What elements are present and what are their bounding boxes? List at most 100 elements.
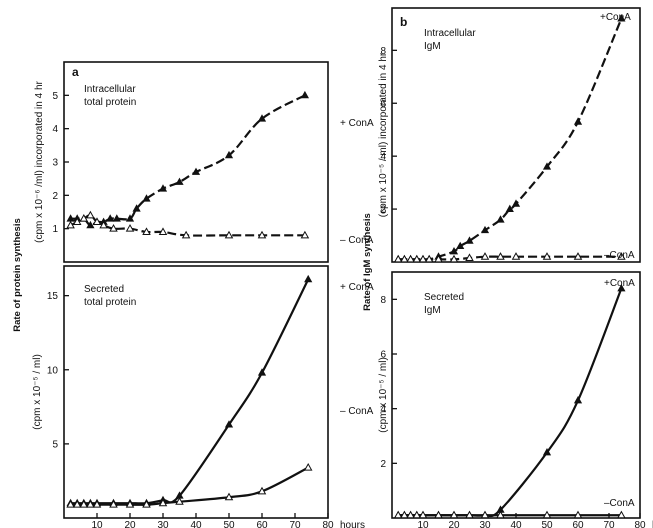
x-tick-label: 60	[572, 520, 584, 528]
y-tick-label: 4	[380, 404, 386, 415]
x-tick-label: 70	[603, 520, 615, 528]
data-point-open-triangle	[393, 254, 403, 263]
data-point-open-triangle	[424, 254, 434, 263]
x-tick-label: 60	[256, 520, 268, 528]
y-axis-label: (cpm x 10⁻⁵ / ml) incorporated in 4 hr	[378, 52, 389, 217]
data-point-open-triangle	[99, 220, 108, 229]
x-tick-label: 40	[510, 520, 522, 528]
x-tick-label: 30	[479, 520, 491, 528]
data-point-filled-triangle	[224, 150, 234, 159]
shared-ylabel-left: Rate of protein synthesis	[12, 218, 23, 332]
data-point-filled-triangle	[86, 220, 95, 229]
data-point-open-triangle	[66, 220, 75, 229]
data-point-filled-triangle	[158, 184, 168, 192]
data-point-open-triangle	[496, 252, 505, 260]
data-point-open-triangle	[496, 510, 505, 519]
data-point-open-triangle	[393, 510, 403, 519]
data-point-open-triangle	[412, 254, 422, 263]
data-point-open-triangle	[86, 500, 95, 508]
y-tick-label: 10	[47, 365, 59, 376]
y-tick-label: 4	[380, 152, 386, 163]
data-point-filled-triangle	[573, 117, 583, 125]
data-point-open-triangle	[158, 498, 168, 507]
data-point-open-triangle	[617, 252, 626, 260]
data-point-open-triangle	[125, 224, 135, 232]
data-point-open-triangle	[92, 500, 102, 508]
data-point-open-triangle	[79, 500, 89, 508]
data-point-filled-triangle	[542, 162, 552, 170]
data-point-open-triangle	[400, 254, 409, 263]
y-tick-label: 4	[52, 124, 58, 135]
data-point-open-triangle	[224, 230, 234, 239]
data-point-open-triangle	[418, 254, 428, 263]
data-point-open-triangle	[86, 210, 95, 219]
y-tick-label: 8	[380, 46, 386, 57]
x-tick-label: 80	[634, 520, 646, 528]
panel-title-line: IgM	[424, 305, 441, 316]
x-tick-label: 10	[417, 520, 429, 528]
data-point-open-triangle	[480, 252, 490, 260]
series-label-minus-cona: – ConA	[340, 235, 374, 246]
x-tick-label: 10	[91, 520, 103, 528]
data-point-filled-triangle	[175, 177, 184, 185]
series-label-plus-cona: + ConA	[340, 282, 374, 293]
data-point-open-triangle	[406, 510, 415, 519]
y-tick-label: 5	[52, 91, 58, 102]
data-point-filled-triangle	[106, 214, 115, 222]
data-point-filled-triangle	[304, 274, 313, 283]
data-point-filled-triangle	[142, 194, 151, 202]
data-point-open-triangle	[465, 510, 474, 519]
y-tick-label: 2	[380, 205, 386, 216]
y-tick-label: 6	[380, 99, 386, 110]
x-tick-label: 80	[322, 520, 334, 528]
data-point-open-triangle	[72, 217, 82, 226]
data-point-open-triangle	[72, 500, 82, 508]
series-label-plus-cona: +ConA	[604, 278, 635, 289]
data-point-filled-triangle	[573, 396, 583, 404]
data-point-open-triangle	[465, 253, 474, 262]
panel-title-line: Intracellular	[424, 28, 476, 39]
data-point-open-triangle	[542, 510, 552, 519]
data-point-open-triangle	[92, 217, 102, 226]
series-line-plus-cona	[398, 18, 623, 261]
x-tick-label: 20	[124, 520, 136, 528]
y-tick-label: 2	[52, 191, 58, 202]
data-point-filled-triangle	[300, 90, 310, 99]
x-tick-label: 50	[541, 520, 553, 528]
y-tick-label: 15	[47, 291, 59, 302]
data-point-filled-triangle	[542, 447, 552, 456]
panel-title-line: IgM	[424, 41, 441, 52]
series-label-minus-cona: –ConA	[604, 498, 635, 509]
y-axis-label: (cpm x 10⁻⁶ /ml) incorporated in 4 hr	[34, 80, 45, 242]
data-point-filled-triangle	[480, 225, 490, 234]
data-point-filled-triangle	[496, 215, 505, 223]
data-point-open-triangle	[434, 510, 443, 519]
y-tick-label: 1	[52, 224, 58, 235]
data-point-open-triangle	[573, 510, 583, 519]
data-point-open-triangle	[109, 500, 118, 508]
data-point-open-triangle	[257, 230, 267, 239]
data-point-open-triangle	[617, 510, 626, 519]
chart-panel-a-bottom: Secreted total protein (cpm x 10⁻⁵ / ml) 5 1…	[32, 265, 374, 528]
x-tick-label: 20	[448, 520, 460, 528]
data-point-open-triangle	[573, 252, 583, 260]
series-label-minus-cona: – ConA	[340, 406, 374, 417]
y-tick-label: 3	[52, 158, 58, 169]
chart-panel-b-bottom: Secreted IgM (cpm x 10⁻⁵ / ml) 2 4 6 8 10 20 30 40…	[378, 271, 653, 528]
plot-frame	[391, 7, 641, 263]
data-point-filled-triangle	[465, 236, 474, 244]
data-point-open-triangle	[142, 500, 151, 508]
panel-title-line: Secreted	[424, 292, 464, 303]
data-point-open-triangle	[542, 252, 552, 260]
data-point-open-triangle	[300, 230, 310, 239]
y-axis-label: (cpm x 10⁻⁵ / ml)	[32, 354, 43, 430]
data-point-open-triangle	[400, 510, 409, 519]
data-point-filled-triangle	[456, 241, 465, 250]
x-axis-label: hours	[340, 520, 365, 528]
data-point-open-triangle	[434, 254, 443, 263]
panel-letter-a: a	[72, 65, 79, 79]
data-point-open-triangle	[480, 510, 490, 519]
y-tick-label: 5	[52, 439, 58, 450]
plots: Intracellular total protein (cpm x 10⁻⁶ /m…	[32, 7, 653, 528]
